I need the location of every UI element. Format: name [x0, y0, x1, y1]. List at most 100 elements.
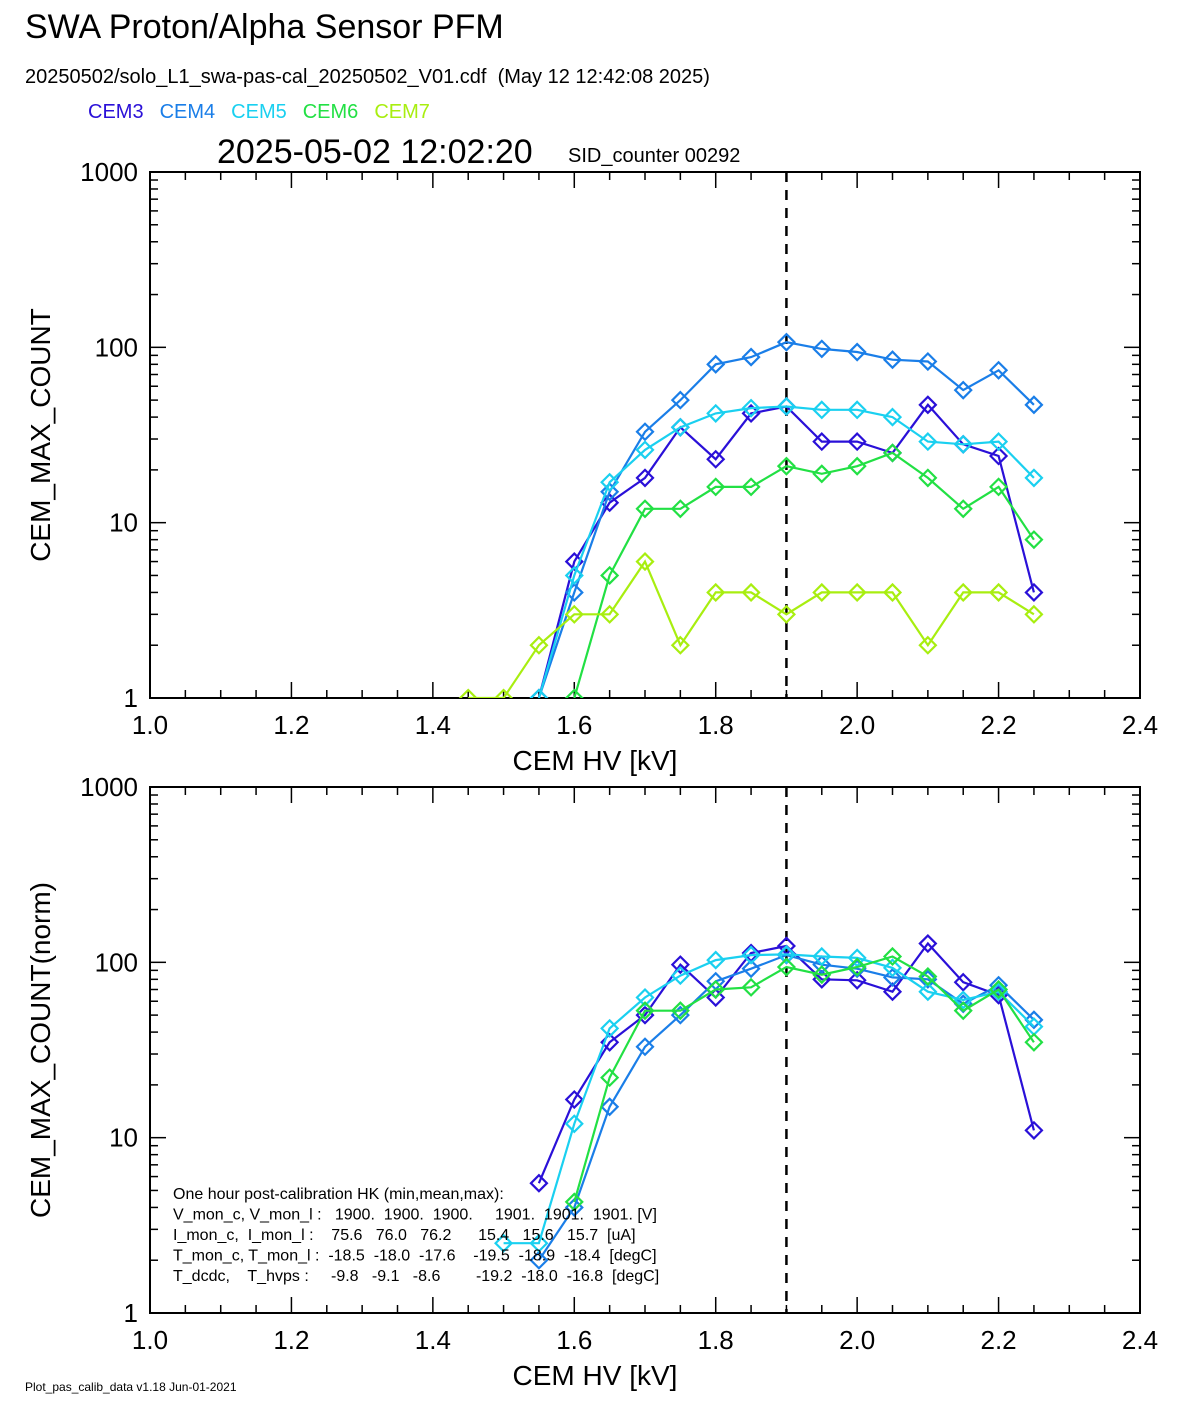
x-tick-label: 1.0	[132, 1325, 168, 1355]
data-point-cem4	[635, 1037, 655, 1057]
y-tick-label: 1	[124, 683, 138, 713]
legend-entry-cem7: CEM7	[374, 101, 430, 123]
data-point-cem6	[706, 979, 726, 1000]
x-tick-label: 2.2	[980, 1325, 1016, 1355]
data-point-cem5	[741, 398, 761, 418]
y-tick-label: 10	[109, 1123, 138, 1153]
legend-entry-cem6: CEM6	[302, 101, 359, 123]
data-point-cem5	[776, 396, 796, 417]
data-point-cem7	[776, 604, 796, 624]
data-point-cem6	[882, 443, 903, 463]
x-tick-label: 1.2	[273, 710, 309, 740]
data-point-cem5	[989, 982, 1009, 1002]
data-point-cem6	[918, 966, 938, 987]
file-info: 20250502/solo_L1_swa-pas-cal_20250502_V0…	[25, 66, 710, 88]
data-point-cem5	[812, 400, 832, 420]
data-point-cem6	[989, 477, 1009, 497]
legend-entry-cem4: CEM4	[159, 101, 216, 123]
y-tick-label: 1000	[80, 157, 138, 187]
hk-text-line: One hour post-calibration HK (min,mean,m…	[173, 1186, 504, 1203]
data-point-cem3	[529, 1173, 549, 1193]
data-point-cem4	[882, 967, 903, 988]
data-point-cem3	[1024, 582, 1044, 602]
legend-entry-cem3: CEM3	[88, 101, 144, 123]
data-point-cem4	[564, 582, 584, 602]
y-tick-label: 1000	[80, 772, 138, 802]
data-point-cem5	[494, 1233, 514, 1253]
legend-entry-cem5: CEM5	[231, 101, 287, 123]
y-tick-label: 10	[109, 508, 138, 538]
data-point-cem6	[776, 957, 796, 977]
data-point-cem3	[635, 468, 655, 488]
data-point-cem6	[564, 688, 584, 698]
data-point-cem6	[1024, 530, 1044, 550]
x-tick-label: 1.4	[415, 1325, 451, 1355]
series-line-cem7	[468, 559, 1035, 698]
data-point-cem5	[670, 966, 690, 986]
x-tick-label: 1.8	[698, 1325, 734, 1355]
data-point-cem5	[812, 946, 832, 967]
data-point-cem7	[989, 582, 1009, 602]
data-point-cem3	[706, 987, 726, 1008]
data-point-cem7	[847, 582, 867, 602]
page-title: SWA Proton/Alpha Sensor PFM	[25, 8, 504, 46]
data-point-cem3	[600, 493, 620, 513]
data-point-cem7	[494, 688, 514, 698]
data-point-cem3	[882, 982, 903, 1002]
data-point-cem6	[600, 1068, 620, 1088]
data-point-cem5	[882, 407, 903, 427]
x-tick-label: 1.8	[698, 710, 734, 740]
data-point-cem6	[741, 477, 761, 497]
hk-text-line: T_dcdc, T_hvps : -9.8 -9.1 -8.6 -19.2 -1…	[173, 1268, 659, 1285]
data-point-cem7	[812, 582, 832, 602]
data-point-cem4	[670, 390, 690, 410]
footer-version: Plot_pas_calib_data v1.18 Jun-01-2021	[25, 1380, 237, 1394]
data-point-cem5	[953, 990, 973, 1010]
legend: CEM3 CEM4 CEM5 CEM6 CEM7	[88, 101, 446, 124]
chart-1: 1.0 1.2 1.4 1.6 1.8 2.0 2.2 2.4 1 10 100 1000 CEM HV…	[25, 157, 1158, 776]
data-point-cem3	[670, 955, 690, 975]
data-point-cem5	[635, 987, 655, 1008]
data-point-cem4	[600, 1097, 620, 1117]
data-point-cem6	[706, 477, 726, 497]
x-tick-label: 1.0	[132, 710, 168, 740]
data-point-cem4	[529, 1250, 549, 1270]
x-tick-label: 2.4	[1122, 710, 1158, 740]
data-point-cem6	[670, 499, 690, 519]
data-point-cem3	[918, 395, 938, 415]
data-point-cem5	[741, 945, 761, 965]
data-point-cem5	[1024, 468, 1044, 488]
series-line-cem6	[573, 451, 1035, 698]
data-point-cem4	[1024, 395, 1044, 415]
data-point-cem6	[847, 456, 867, 476]
data-point-cem4	[1024, 1010, 1044, 1030]
data-point-cem4	[882, 350, 903, 370]
hk-text-block: One hour post-calibration HK (min,mean,m…	[173, 1186, 659, 1285]
data-point-cem6	[847, 957, 867, 977]
x-axis-label: CEM HV [kV]	[513, 745, 678, 776]
series-line-cem5	[537, 405, 1035, 698]
x-tick-label: 1.6	[556, 710, 592, 740]
data-point-cem6	[882, 946, 903, 967]
data-point-cem7	[953, 582, 973, 602]
data-point-cem5	[529, 1233, 549, 1253]
data-point-cem4	[741, 347, 761, 367]
data-point-cem3	[847, 432, 867, 452]
data-point-cem7	[635, 552, 655, 572]
data-point-cem3	[706, 449, 726, 469]
data-point-cem4	[741, 959, 761, 979]
data-point-cem6	[953, 499, 973, 519]
data-point-cem6	[741, 977, 761, 997]
data-point-cem3	[847, 970, 867, 990]
data-point-cem6	[989, 979, 1009, 1000]
chart-2: 1.0 1.2 1.4 1.6 1.8 2.0 2.2 2.4 1 10 100 1000 CEM HV…	[25, 772, 1158, 1391]
series-group	[458, 332, 1044, 698]
y-tick-label: 100	[95, 332, 138, 362]
data-point-cem4	[812, 955, 832, 975]
x-tick-label: 1.6	[556, 1325, 592, 1355]
data-point-cem5	[635, 440, 655, 460]
series-line-cem5	[503, 953, 1035, 1245]
data-point-cem6	[564, 1192, 584, 1212]
data-point-cem7	[670, 635, 690, 655]
